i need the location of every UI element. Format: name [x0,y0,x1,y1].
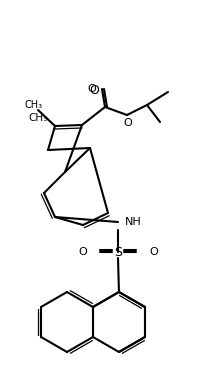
Text: O: O [88,84,96,94]
Text: CH₃: CH₃ [28,113,48,123]
Text: O: O [78,247,87,257]
Text: S: S [114,245,122,258]
Text: CH₃: CH₃ [25,100,43,110]
Text: O: O [89,83,99,96]
Text: NH: NH [125,217,142,227]
Text: O: O [149,247,158,257]
Text: O: O [124,118,132,128]
